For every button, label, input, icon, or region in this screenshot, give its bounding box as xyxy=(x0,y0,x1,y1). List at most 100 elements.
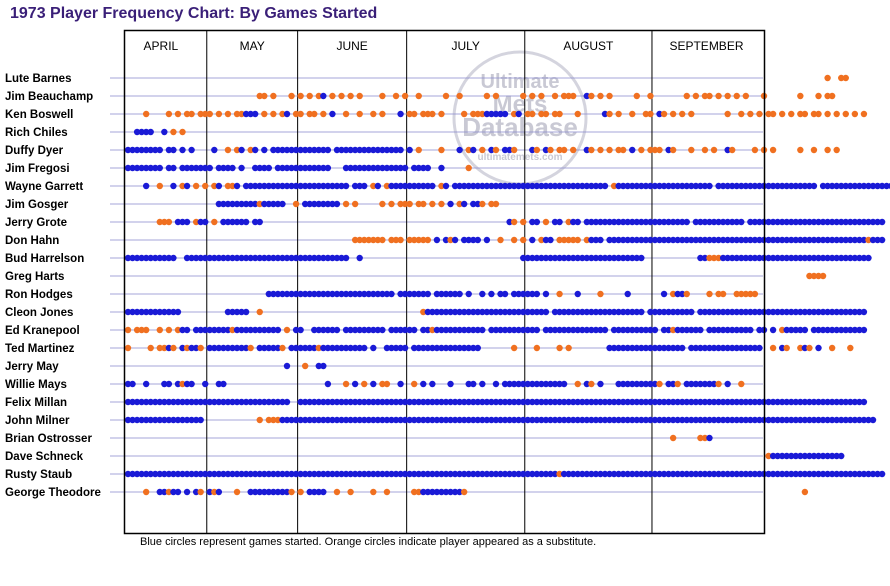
game-started-dot xyxy=(869,236,877,244)
substitute-dot xyxy=(161,344,168,352)
game-started-dot xyxy=(170,308,177,316)
game-started-dot xyxy=(342,146,350,154)
game-started-dot xyxy=(674,290,681,298)
game-started-dot xyxy=(592,236,600,244)
game-started-dot xyxy=(274,254,282,262)
substitute-dot xyxy=(674,380,681,388)
substitute-dot xyxy=(715,290,722,298)
game-started-dot xyxy=(242,254,250,262)
game-started-dot xyxy=(679,182,686,190)
game-started-dot xyxy=(138,416,145,424)
game-started-dot xyxy=(560,326,568,334)
game-started-dot xyxy=(306,200,313,208)
game-started-dot xyxy=(629,344,636,352)
game-started-dot xyxy=(324,470,332,478)
game-started-dot xyxy=(733,470,740,478)
game-started-dot xyxy=(215,380,223,388)
game-started-dot xyxy=(638,416,645,424)
game-started-dot xyxy=(297,164,304,172)
game-started-dot xyxy=(424,344,432,352)
game-started-dot xyxy=(429,182,436,190)
game-started-dot xyxy=(769,326,777,334)
game-started-dot xyxy=(765,416,772,424)
game-started-dot xyxy=(129,164,136,172)
game-started-dot xyxy=(374,290,382,298)
game-started-dot xyxy=(515,398,522,406)
game-started-dot xyxy=(438,470,445,478)
game-started-dot xyxy=(824,308,831,316)
game-started-dot xyxy=(701,398,709,406)
substitute-dot xyxy=(656,380,663,388)
game-started-dot xyxy=(778,416,786,424)
player-name: Ron Hodges xyxy=(5,289,73,301)
game-started-dot xyxy=(810,254,818,262)
game-started-dot xyxy=(315,398,322,406)
substitute-dot xyxy=(547,146,554,154)
substitute-dot xyxy=(429,326,436,334)
game-started-dot xyxy=(333,326,341,334)
game-started-dot xyxy=(801,416,809,424)
game-started-dot xyxy=(215,254,223,262)
game-started-dot xyxy=(420,488,427,496)
game-started-dot xyxy=(706,218,713,226)
game-started-dot xyxy=(429,398,436,406)
game-started-dot xyxy=(388,416,395,424)
game-started-dot xyxy=(311,326,318,334)
game-started-dot xyxy=(333,182,341,190)
game-started-dot xyxy=(660,218,668,226)
game-started-dot xyxy=(719,254,727,262)
game-started-dot xyxy=(356,416,363,424)
game-started-dot xyxy=(860,326,868,334)
substitute-dot xyxy=(647,92,654,100)
game-started-dot xyxy=(624,218,631,226)
substitute-dot xyxy=(570,236,577,244)
game-started-dot xyxy=(411,164,418,172)
game-started-dot xyxy=(769,398,777,406)
game-started-dot xyxy=(429,344,436,352)
game-started-dot xyxy=(356,398,363,406)
game-started-dot xyxy=(606,416,613,424)
substitute-dot xyxy=(379,92,386,100)
game-started-dot xyxy=(315,164,322,172)
game-started-dot xyxy=(629,416,636,424)
substitute-dot xyxy=(270,110,277,118)
substitute-dot xyxy=(810,146,818,154)
game-started-dot xyxy=(415,470,422,478)
game-started-dot xyxy=(769,218,777,226)
game-started-dot xyxy=(370,164,377,172)
game-started-dot xyxy=(197,218,204,226)
game-started-dot xyxy=(674,344,681,352)
game-started-dot xyxy=(283,146,291,154)
game-started-dot xyxy=(601,308,609,316)
game-started-dot xyxy=(697,236,704,244)
substitute-dot xyxy=(806,344,813,352)
game-started-dot xyxy=(738,416,745,424)
game-started-dot xyxy=(638,182,645,190)
substitute-dot xyxy=(420,200,427,208)
game-started-dot xyxy=(238,308,245,316)
game-started-dot xyxy=(588,326,595,334)
game-started-dot xyxy=(706,182,713,190)
game-started-dot xyxy=(756,218,763,226)
game-started-dot xyxy=(206,164,213,172)
game-started-dot xyxy=(188,470,195,478)
game-started-dot xyxy=(610,344,618,352)
game-started-dot xyxy=(856,308,863,316)
game-started-dot xyxy=(170,182,177,190)
game-started-dot xyxy=(179,164,186,172)
game-started-dot xyxy=(460,182,468,190)
substitute-dot xyxy=(161,218,168,226)
game-started-dot xyxy=(406,398,413,406)
game-started-dot xyxy=(665,236,672,244)
game-started-dot xyxy=(438,398,445,406)
game-started-dot xyxy=(311,470,318,478)
game-started-dot xyxy=(161,470,168,478)
game-started-dot xyxy=(856,416,863,424)
game-started-dot xyxy=(797,308,804,316)
substitute-dot xyxy=(279,110,286,118)
game-started-dot xyxy=(424,308,432,316)
substitute-dot xyxy=(147,344,154,352)
game-started-dot xyxy=(292,182,300,190)
game-started-dot xyxy=(220,218,227,226)
game-started-dot xyxy=(788,236,795,244)
